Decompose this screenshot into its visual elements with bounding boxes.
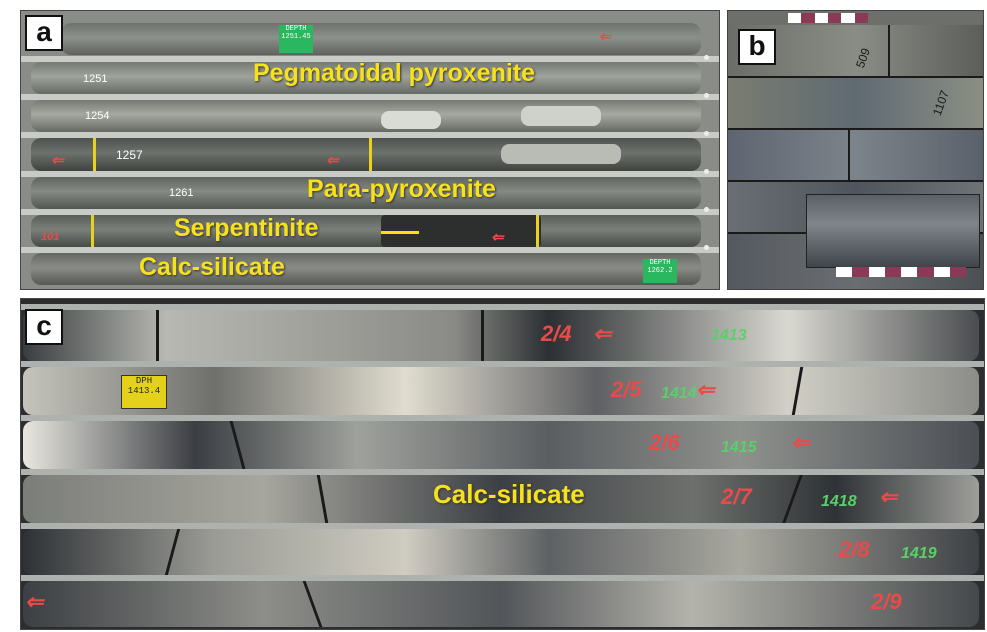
tray-hole — [704, 93, 709, 98]
tray-hole — [704, 245, 709, 250]
box-marker-2-9: 2/9 — [871, 589, 902, 614]
tray-divider — [21, 361, 984, 367]
contact-line — [93, 138, 96, 171]
panel-a-letter: a — [25, 15, 63, 51]
core-fracture — [481, 310, 484, 361]
depth-marker-1261: 1261 — [169, 187, 194, 199]
core-row-1 — [61, 23, 701, 55]
label-pegmatoidal-pyroxenite: Pegmatoidal pyroxenite — [253, 59, 536, 87]
core-row-5 — [31, 177, 701, 209]
box-marker-2-6: 2/6 — [649, 430, 680, 455]
core-row-5 — [23, 529, 979, 575]
red-arrow-marker: ⇐ — [791, 430, 810, 455]
tray-divider — [21, 56, 719, 62]
core-block-row-3 — [728, 129, 983, 181]
depth-tag: DPH 1413.4 — [121, 375, 167, 409]
core-row-7 — [31, 253, 701, 285]
depth-marker-101: 101 — [41, 231, 60, 243]
block-boundary — [888, 25, 890, 77]
tray-divider — [21, 94, 719, 100]
label-para-pyroxenite: Para-pyroxenite — [307, 175, 496, 203]
depth-marker-1413: 1413 — [711, 327, 747, 344]
red-arrow-marker: ⇐ — [51, 152, 64, 169]
tray-divider — [21, 247, 719, 253]
block-boundary — [848, 129, 850, 181]
block-boundary — [728, 76, 983, 78]
tray-divider — [21, 415, 984, 421]
core-row-2 — [23, 367, 979, 415]
scale-bar-top — [788, 13, 868, 23]
scale-bar-bottom — [836, 267, 966, 277]
core-row-6 — [23, 581, 979, 627]
box-marker-2-5: 2/5 — [611, 377, 642, 402]
depth-marker-1419: 1419 — [901, 545, 937, 562]
label-calc-silicate: Calc-silicate — [139, 253, 285, 281]
tray-hole — [704, 207, 709, 212]
core-fracture — [156, 310, 159, 361]
core-block-row-2 — [728, 77, 983, 129]
panel-b-letter: b — [738, 29, 776, 65]
panel-c-core-photo: DPH 1413.4 2/4 2/5 2/6 2/7 2/8 2/9 ⇐ ⇐ ⇐… — [20, 298, 985, 630]
core-row-6 — [31, 215, 701, 247]
block-boundary — [728, 180, 983, 182]
depth-marker-1257: 1257 — [116, 148, 143, 162]
depth-marker-1414: 1414 — [661, 385, 697, 402]
tray-divider — [21, 171, 719, 177]
block-boundary — [728, 128, 983, 130]
tray-divider — [21, 575, 984, 581]
tray-divider — [21, 469, 984, 475]
tray-divider — [21, 304, 984, 310]
depth-marker-1415: 1415 — [721, 439, 757, 456]
red-arrow-marker: ⇐ — [25, 589, 44, 614]
box-marker-2-7: 2/7 — [721, 484, 752, 509]
tray-divider — [21, 132, 719, 138]
tray-hole — [704, 169, 709, 174]
pegmatite-patch — [521, 106, 601, 126]
depth-tag-bottom: DEPTH 1262.2 — [643, 259, 677, 283]
red-arrow-marker: ⇐ — [879, 484, 898, 509]
depth-marker-1251: 1251 — [83, 73, 108, 85]
label-serpentinite: Serpentinite — [174, 214, 319, 242]
tray-hole — [704, 131, 709, 136]
inset-core-sample — [806, 194, 980, 268]
tray-divider — [21, 209, 719, 215]
core-row-2 — [31, 62, 701, 94]
tray-divider — [21, 523, 984, 529]
box-marker-2-4: 2/4 — [541, 321, 572, 346]
label-calc-silicate: Calc-silicate — [433, 479, 585, 509]
pegmatite-patch — [501, 144, 621, 164]
depth-marker-1418: 1418 — [821, 493, 857, 510]
serpentinite-pointer-line — [381, 231, 419, 234]
panel-b-core-closeup: 509 1107 b — [727, 10, 984, 290]
depth-tag-top: DEPTH 1251.45 — [279, 25, 313, 53]
depth-marker-1254: 1254 — [85, 110, 110, 122]
panel-c-letter: c — [25, 309, 63, 345]
core-row-4 — [23, 475, 979, 523]
red-arrow-marker: ⇐ — [599, 28, 611, 44]
red-arrow-marker: ⇐ — [593, 321, 612, 346]
red-arrow-marker: ⇐ — [326, 152, 339, 169]
core-row-1 — [23, 310, 979, 361]
tray-hole — [704, 55, 709, 60]
pegmatite-patch — [381, 111, 441, 129]
red-arrow-marker: ⇐ — [491, 229, 504, 246]
core-row-3 — [23, 421, 979, 469]
red-arrow-marker: ⇐ — [696, 377, 715, 402]
contact-line — [369, 138, 372, 171]
panel-a-core-photo: a DEPTH 1251.45 DEPTH 1262.2 ⇐ 1251 1254… — [20, 10, 720, 290]
box-marker-2-8: 2/8 — [839, 537, 870, 562]
contact-line — [536, 215, 539, 247]
contact-line — [91, 215, 94, 247]
